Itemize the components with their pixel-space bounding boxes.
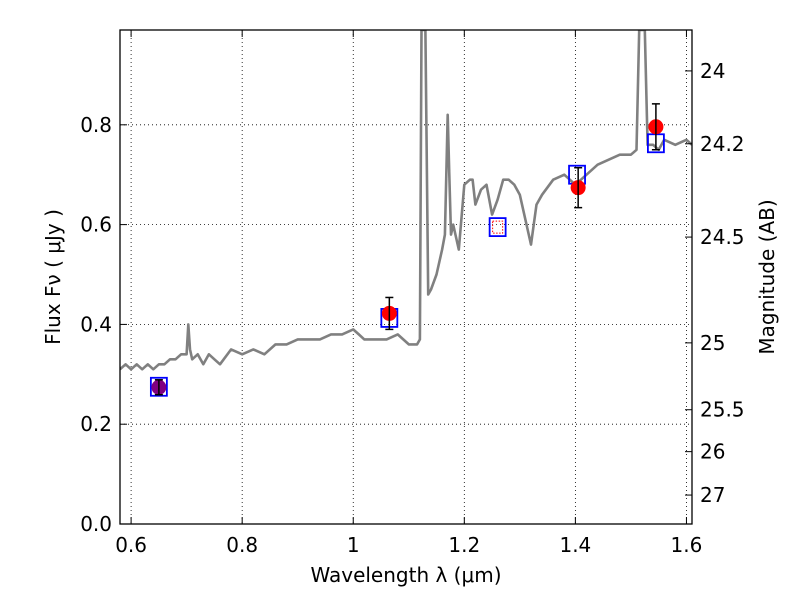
x-tick-label: 0.8 <box>226 533 258 557</box>
y-axis-label-left: Flux Fν ( μJy ) <box>41 209 65 345</box>
spectrum-line <box>120 30 692 371</box>
x-tick-label: 1.6 <box>671 533 703 557</box>
y-tick-label: 0.2 <box>80 412 112 436</box>
y-tick-label: 0.0 <box>80 512 112 536</box>
y-tick-label: 0.6 <box>80 213 112 237</box>
x-axis-label: Wavelength λ (μm) <box>310 563 501 587</box>
right-tick-label: 27 <box>700 483 725 507</box>
right-tick-label: 24.5 <box>700 225 745 249</box>
right-tick-label: 26 <box>700 440 725 464</box>
y-axis-label-right: Magnitude (AB) <box>755 199 779 354</box>
y-tick-label: 0.4 <box>80 312 112 336</box>
y-tick-label: 0.8 <box>80 113 112 137</box>
x-tick-label: 1.4 <box>559 533 591 557</box>
model-point <box>149 376 168 397</box>
right-tick-label: 24.2 <box>700 132 745 156</box>
model-point <box>488 217 507 238</box>
plot-frame <box>119 29 693 525</box>
x-tick-label: 0.6 <box>115 533 147 557</box>
right-tick-label: 24 <box>700 59 725 83</box>
x-tick-label: 1 <box>347 533 360 557</box>
x-tick-label: 1.2 <box>448 533 480 557</box>
observed-point <box>492 220 504 234</box>
series-layer <box>120 30 692 397</box>
right-tick-label: 25.5 <box>700 398 745 422</box>
right-tick-label: 25 <box>700 331 725 355</box>
axis-ticks: 0.6 0.8 1 1.2 1.4 1.6 0.0 0.2 0.4 0.6 0.8 24 24.2 24.… <box>80 30 745 557</box>
plot-area <box>120 30 692 397</box>
